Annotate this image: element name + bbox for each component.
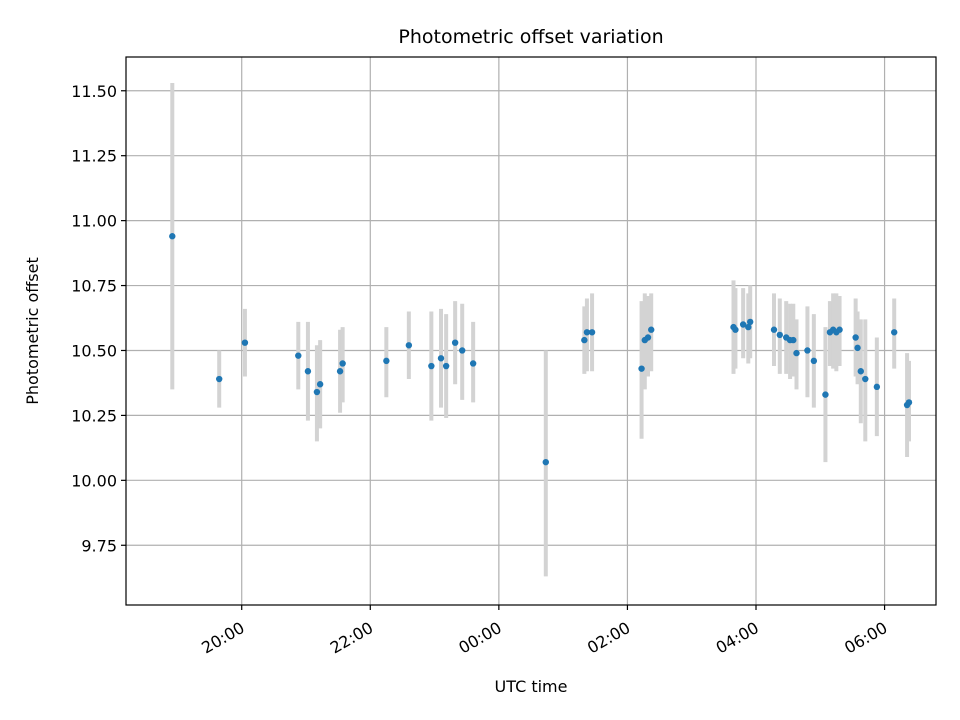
data-point	[790, 336, 797, 344]
data-point	[905, 399, 913, 406]
data-point	[732, 326, 739, 333]
data-point	[588, 329, 596, 336]
data-point	[295, 352, 302, 359]
data-point	[745, 323, 752, 331]
data-point	[216, 375, 223, 383]
data-point	[313, 388, 321, 396]
data-point	[852, 334, 859, 341]
data-point	[442, 362, 450, 370]
data-point	[644, 334, 652, 341]
x-axis-label: UTC time	[495, 677, 568, 696]
y-axis-ticks: 9.75 10.00 10.25 10.50 10.75 11.00 11.25 11.50	[71, 82, 126, 555]
data-point	[383, 357, 390, 365]
data-point	[339, 360, 346, 367]
data-points	[169, 233, 913, 466]
data-point	[581, 336, 588, 344]
data-point	[405, 342, 413, 349]
data-point	[459, 347, 466, 354]
data-point	[469, 360, 477, 367]
data-point	[776, 331, 783, 339]
data-point	[437, 355, 445, 362]
data-point	[793, 349, 800, 357]
data-point	[451, 339, 459, 346]
y-axis-label: Photometric offset	[23, 257, 42, 405]
y-tick-label: 10.25	[71, 406, 117, 425]
data-point	[810, 357, 818, 365]
data-point	[304, 368, 312, 375]
y-tick-label: 10.75	[71, 277, 117, 296]
data-point	[241, 339, 249, 346]
data-point	[836, 326, 843, 333]
data-point	[891, 329, 898, 336]
plot-frame	[125, 56, 937, 606]
data-point	[428, 362, 435, 370]
data-point	[873, 383, 881, 391]
data-point	[648, 326, 655, 333]
data-point	[804, 347, 811, 354]
data-point	[862, 375, 869, 383]
y-tick-label: 11.00	[71, 212, 117, 231]
data-point	[739, 321, 747, 328]
data-point	[747, 318, 754, 326]
data-point	[638, 365, 645, 372]
y-tick-label: 11.25	[71, 147, 117, 166]
data-point	[336, 368, 344, 375]
y-tick-label: 9.75	[81, 536, 117, 555]
data-point	[770, 326, 778, 333]
data-point	[316, 381, 324, 388]
y-tick-label: 10.00	[71, 471, 117, 490]
chart-title: Photometric offset variation	[398, 26, 663, 48]
data-point	[822, 391, 829, 398]
data-point	[857, 368, 864, 375]
data-point	[583, 329, 591, 336]
data-point	[854, 344, 861, 352]
grid-lines	[126, 57, 936, 605]
data-point	[542, 458, 549, 466]
data-point	[169, 233, 176, 240]
y-tick-label: 11.50	[71, 82, 117, 101]
y-tick-label: 10.50	[71, 341, 117, 360]
